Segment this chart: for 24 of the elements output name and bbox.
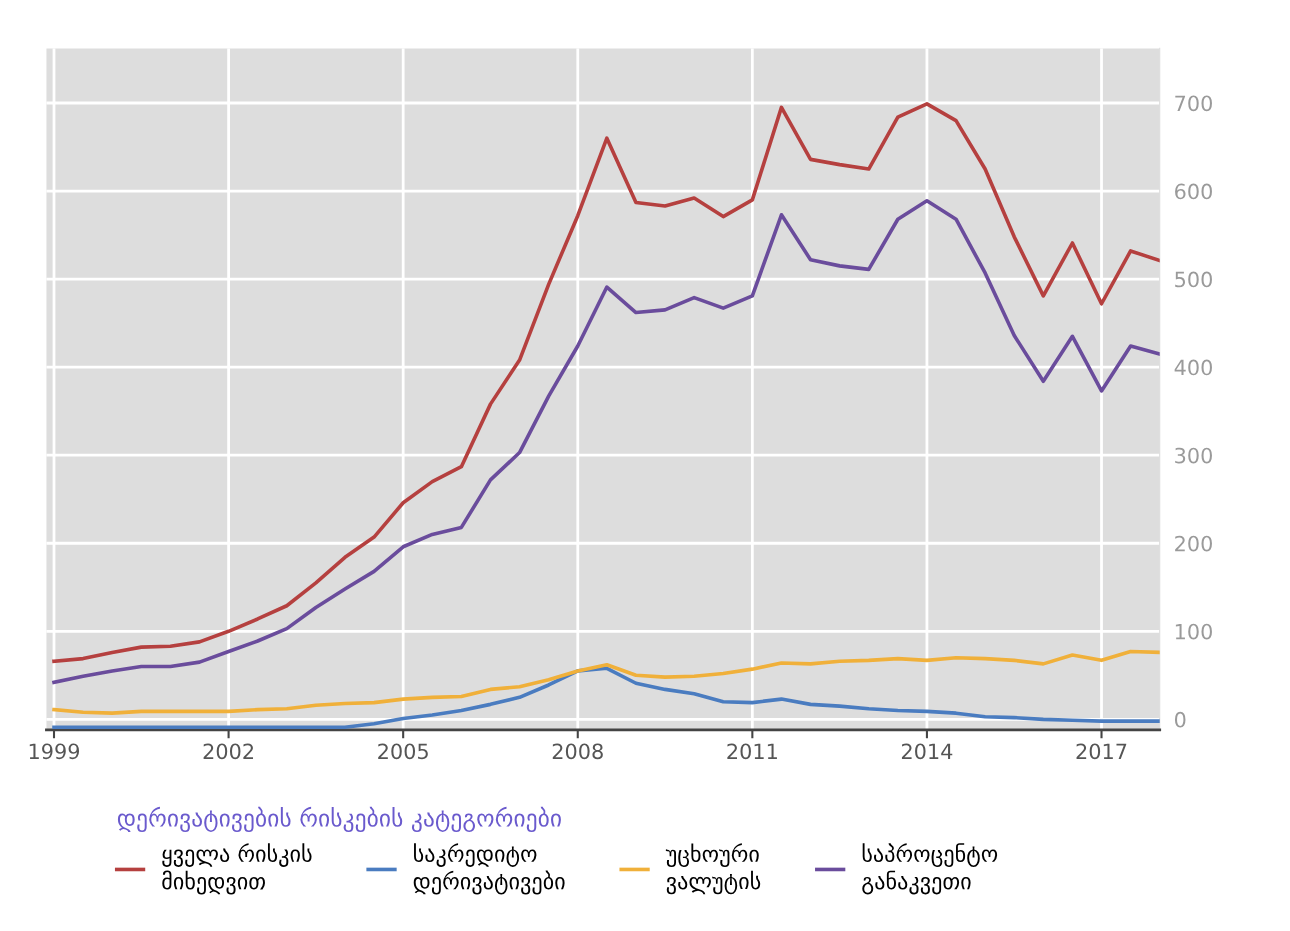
x-tick-label: 2008 bbox=[552, 743, 603, 760]
y-tick-label: 400 bbox=[1174, 359, 1212, 376]
legend-title: დერივატივების რისკების კატეგორიები bbox=[117, 806, 561, 833]
x-tick-label: 2011 bbox=[727, 743, 777, 760]
x-tick-label: 2005 bbox=[378, 743, 428, 760]
y-tick-label: 500 bbox=[1175, 271, 1212, 288]
x-tick-label: 2002 bbox=[203, 743, 254, 760]
line-series bbox=[52, 649, 1160, 715]
y-tick-label: 600 bbox=[1175, 183, 1212, 200]
y-tick-label: 200 bbox=[1175, 535, 1212, 552]
x-tick-label: 2017 bbox=[1076, 743, 1127, 760]
y-tick-label: 100 bbox=[1175, 623, 1212, 640]
y-tick-label: 0 bbox=[1174, 711, 1186, 728]
legend-label: საკრედიტო დერივატივები bbox=[413, 843, 565, 895]
legend-label: უცხოური ვალუტის bbox=[665, 843, 761, 895]
line-series bbox=[52, 666, 1160, 730]
y-tick-label: 300 bbox=[1175, 447, 1212, 464]
line-series bbox=[52, 198, 1160, 685]
y-tick-label: 700 bbox=[1175, 95, 1212, 112]
legend-label: ყველა რისკის მიხედვით bbox=[162, 843, 312, 895]
x-tick-label: 2014 bbox=[901, 743, 953, 760]
line-series bbox=[52, 102, 1160, 664]
legend-label: საპროცენტო განაკვეთი bbox=[862, 843, 998, 895]
x-tick-label: 1999 bbox=[29, 743, 80, 760]
